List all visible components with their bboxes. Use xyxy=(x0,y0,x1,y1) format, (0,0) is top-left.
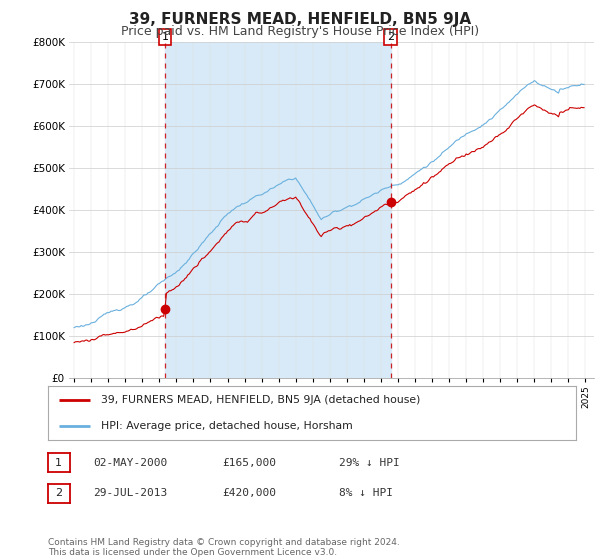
Text: 2: 2 xyxy=(387,32,394,42)
Text: 29% ↓ HPI: 29% ↓ HPI xyxy=(339,458,400,468)
Text: £420,000: £420,000 xyxy=(222,488,276,498)
Text: 8% ↓ HPI: 8% ↓ HPI xyxy=(339,488,393,498)
Text: 2: 2 xyxy=(55,488,62,498)
Text: 1: 1 xyxy=(55,458,62,468)
Text: Contains HM Land Registry data © Crown copyright and database right 2024.
This d: Contains HM Land Registry data © Crown c… xyxy=(48,538,400,557)
Text: 02-MAY-2000: 02-MAY-2000 xyxy=(93,458,167,468)
Bar xyxy=(165,42,391,378)
Text: 39, FURNERS MEAD, HENFIELD, BN5 9JA: 39, FURNERS MEAD, HENFIELD, BN5 9JA xyxy=(129,12,471,27)
Text: 1: 1 xyxy=(161,32,169,42)
Text: Price paid vs. HM Land Registry's House Price Index (HPI): Price paid vs. HM Land Registry's House … xyxy=(121,25,479,38)
Text: 39, FURNERS MEAD, HENFIELD, BN5 9JA (detached house): 39, FURNERS MEAD, HENFIELD, BN5 9JA (det… xyxy=(101,395,420,405)
Text: HPI: Average price, detached house, Horsham: HPI: Average price, detached house, Hors… xyxy=(101,421,353,431)
Text: £165,000: £165,000 xyxy=(222,458,276,468)
Text: 29-JUL-2013: 29-JUL-2013 xyxy=(93,488,167,498)
